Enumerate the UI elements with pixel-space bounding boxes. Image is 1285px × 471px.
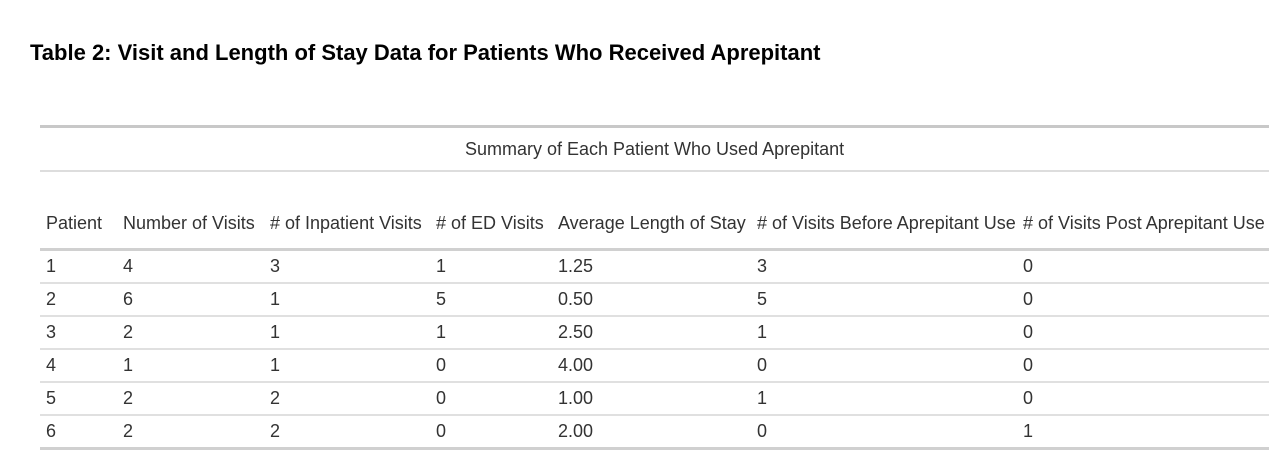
table-cell: 2 — [40, 283, 117, 317]
table-title: Table 2: Visit and Length of Stay Data f… — [30, 40, 821, 65]
column-header-inpatient-visits: # of Inpatient Visits — [264, 171, 430, 251]
table-cell: 0 — [430, 349, 552, 383]
table-cell: 1 — [264, 316, 430, 350]
patient-summary-table: Summary of Each Patient Who Used Aprepit… — [40, 125, 1270, 450]
table-cell: 2 — [264, 382, 430, 416]
table-cell: 1.00 — [552, 382, 751, 416]
table-cell: 0 — [1017, 283, 1270, 317]
column-header-patient: Patient — [40, 171, 117, 251]
table-row: 5 2 2 0 1.00 1 0 — [40, 382, 1270, 416]
table-cell: 5 — [430, 283, 552, 317]
table-cell: 0 — [1017, 382, 1270, 416]
table-cell: 4.00 — [552, 349, 751, 383]
table-header-row: Patient Number of Visits # of Inpatient … — [40, 171, 1270, 251]
table-cell: 0 — [1017, 349, 1270, 383]
table-cell: 1 — [430, 316, 552, 350]
table-cell: 1 — [264, 349, 430, 383]
table-cell: 0 — [751, 415, 1017, 450]
table-row: 2 6 1 5 0.50 5 0 — [40, 283, 1270, 317]
table-cell: 4 — [40, 349, 117, 383]
column-header-number-of-visits: Number of Visits — [117, 171, 264, 251]
table-cell: 2 — [117, 382, 264, 416]
table-caption-row: Summary of Each Patient Who Used Aprepit… — [40, 125, 1270, 172]
table-row: 3 2 1 1 2.50 1 0 — [40, 316, 1270, 350]
table-cell: 2 — [264, 415, 430, 450]
table-cell: 1 — [264, 283, 430, 317]
column-header-visits-before-aprepitant: # of Visits Before Aprepitant Use — [751, 171, 1017, 251]
table-cell: 3 — [264, 249, 430, 284]
table-cell: 5 — [40, 382, 117, 416]
table-cell: 2 — [117, 415, 264, 450]
table-caption: Summary of Each Patient Who Used Aprepit… — [40, 125, 1270, 172]
table-row: 6 2 2 0 2.00 0 1 — [40, 415, 1270, 450]
column-header-average-length-of-stay: Average Length of Stay — [552, 171, 751, 251]
table-cell: 4 — [117, 249, 264, 284]
table-cell: 3 — [40, 316, 117, 350]
table-cell: 0 — [751, 349, 1017, 383]
data-table-container: Summary of Each Patient Who Used Aprepit… — [40, 125, 1270, 450]
column-header-ed-visits: # of ED Visits — [430, 171, 552, 251]
table-cell: 1 — [1017, 415, 1270, 450]
table-cell: 1 — [117, 349, 264, 383]
table-cell: 1 — [430, 249, 552, 284]
table-cell: 1 — [40, 249, 117, 284]
table-cell: 3 — [751, 249, 1017, 284]
table-cell: 0 — [1017, 249, 1270, 284]
table-cell: 0 — [1017, 316, 1270, 350]
table-cell: 1.25 — [552, 249, 751, 284]
table-cell: 0 — [430, 415, 552, 450]
table-cell: 5 — [751, 283, 1017, 317]
column-header-visits-post-aprepitant: # of Visits Post Aprepitant Use — [1017, 171, 1270, 251]
table-cell: 2.00 — [552, 415, 751, 450]
table-cell: 6 — [117, 283, 264, 317]
table-cell: 2 — [117, 316, 264, 350]
table-row: 4 1 1 0 4.00 0 0 — [40, 349, 1270, 383]
table-row: 1 4 3 1 1.25 3 0 — [40, 249, 1270, 284]
table-cell: 1 — [751, 316, 1017, 350]
table-cell: 0.50 — [552, 283, 751, 317]
table-cell: 2.50 — [552, 316, 751, 350]
table-cell: 6 — [40, 415, 117, 450]
table-cell: 0 — [430, 382, 552, 416]
table-cell: 1 — [751, 382, 1017, 416]
